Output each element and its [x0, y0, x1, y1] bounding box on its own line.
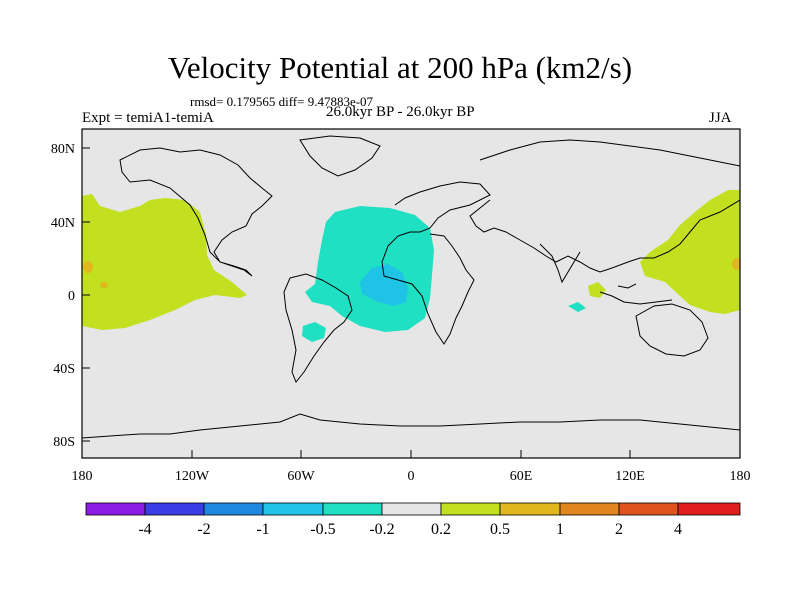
colorbar-box-8 [499, 502, 561, 516]
lat-label-80n: 80N [51, 142, 75, 157]
coastlines [82, 135, 740, 439]
lon-label-60e: 60E [510, 469, 533, 484]
lon-ticks [81, 450, 741, 458]
colorbar-label: 0.2 [431, 521, 451, 538]
lon-label-120w: 120W [175, 469, 210, 484]
colorbar-label: 1 [556, 521, 564, 538]
lat-ticks [82, 147, 90, 442]
experiment-label: Expt = temiA1-temiA [82, 110, 214, 126]
season-label: JJA [709, 110, 732, 126]
positive-core-small [100, 282, 108, 288]
colorbar-label: -1 [256, 521, 269, 538]
colorbar-box-10 [618, 502, 679, 516]
positive-core-east-pacific [83, 261, 93, 273]
lon-label-180w: 180 [72, 469, 93, 484]
positive-core-west-pacific [732, 258, 740, 270]
colorbar-box-11 [677, 502, 741, 516]
negative-anomaly-indian [568, 302, 586, 312]
period-label: 26.0kyr BP - 26.0kyr BP [326, 104, 475, 120]
colorbar-box-2 [144, 502, 205, 516]
stats-text: rmsd= 0.179565 diff= 9.47883e-07 [190, 94, 374, 109]
colorbar-box-6 [381, 502, 442, 516]
colorbar-label: 2 [615, 521, 623, 538]
colorbar-box-4 [262, 502, 324, 516]
colorbar-label: -4 [138, 521, 151, 538]
lat-label-40n: 40N [51, 216, 75, 231]
positive-anomaly-west-pacific [640, 190, 740, 314]
lat-label-0: 0 [68, 289, 75, 304]
colorbar [85, 502, 741, 516]
colorbar-label: -0.5 [310, 521, 335, 538]
map-title: Velocity Potential at 200 hPa (km2/s) [167, 50, 633, 85]
positive-anomaly-east-pacific [82, 194, 247, 330]
colorbar-label: -2 [197, 521, 210, 538]
positive-anomaly-small [588, 282, 606, 298]
colorbar-box-7 [440, 502, 501, 516]
lat-label-40s: 40S [53, 362, 75, 377]
colorbar-box-5 [322, 502, 383, 516]
lon-label-60w: 60W [287, 469, 315, 484]
negative-core-atlantic [360, 264, 408, 306]
lat-label-80s: 80S [53, 435, 75, 450]
colorbar-label: 0.5 [490, 521, 510, 538]
colorbar-box-3 [203, 502, 264, 516]
negative-anomaly-south-america [302, 322, 326, 342]
colorbar-box-9 [559, 502, 620, 516]
colorbar-label: 4 [674, 521, 682, 538]
colorbar-box-1 [85, 502, 146, 516]
lon-label-120e: 120E [615, 469, 645, 484]
lon-label-180e: 180 [730, 469, 751, 484]
lon-label-0: 0 [408, 469, 415, 484]
colorbar-label: -0.2 [369, 521, 394, 538]
